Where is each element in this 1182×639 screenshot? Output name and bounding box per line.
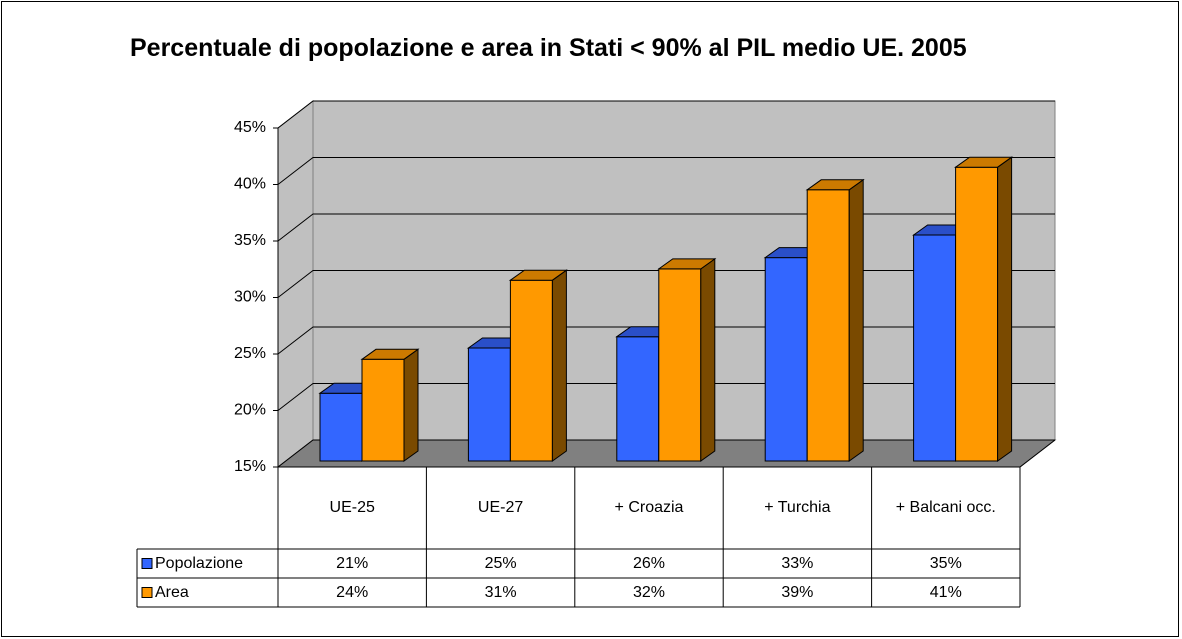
bar-side: [700, 257, 716, 462]
bar-front: [764, 257, 808, 462]
data-label: 32%: [632, 583, 665, 601]
bar-top: [954, 156, 1014, 168]
x-tick-label: + Turchia: [764, 499, 831, 516]
bar-front: [616, 336, 660, 462]
legend-label: Area: [155, 583, 189, 601]
data-label: 31%: [484, 583, 517, 601]
bar-top: [805, 179, 865, 191]
bar-front: [658, 268, 702, 462]
bar-top: [360, 348, 420, 360]
bar-front: [913, 234, 957, 462]
data-label: 39%: [781, 583, 814, 601]
x-tick-label: + Croazia: [614, 499, 684, 516]
data-label: 33%: [781, 554, 814, 572]
bar-side: [997, 156, 1013, 462]
y-tick-label: 35%: [234, 232, 266, 249]
bar: [805, 178, 865, 462]
bar: [657, 257, 717, 462]
bar-top: [657, 258, 717, 270]
y-tick-label: 40%: [234, 176, 266, 193]
grid-line: [277, 157, 1055, 185]
chart-title: Percentuale di popolazione e area in Sta…: [130, 34, 967, 62]
data-label: 35%: [929, 554, 962, 572]
legend-label: Popolazione: [155, 554, 244, 572]
y-tick-label: 45%: [234, 119, 266, 136]
bar-front: [509, 279, 553, 462]
bar-front: [319, 392, 363, 462]
grid-line: [277, 100, 1055, 129]
legend-swatch: [141, 587, 153, 598]
x-tick-label: UE-27: [477, 499, 524, 516]
y-tick-label: 30%: [234, 289, 266, 306]
y-tick-label: 20%: [234, 402, 266, 419]
data-label: 41%: [929, 583, 962, 601]
bar: [954, 156, 1014, 462]
data-label: 25%: [484, 554, 517, 572]
data-label: 26%: [632, 554, 665, 572]
y-tick-label: 15%: [234, 458, 266, 475]
x-tick-label: + Balcani occ.: [895, 499, 996, 516]
table-line: [1019, 439, 1056, 468]
bar-front: [467, 347, 511, 462]
data-label: 24%: [336, 583, 369, 601]
x-tick-label: UE-25: [329, 499, 375, 516]
bar-front: [806, 189, 850, 462]
bar-side: [403, 348, 419, 462]
bar-side: [848, 178, 864, 462]
bar-front: [361, 358, 405, 462]
bar-front: [955, 166, 999, 462]
y-tick-label: 25%: [234, 345, 266, 362]
bar-top: [508, 269, 568, 281]
data-label: 21%: [336, 554, 369, 572]
legend-swatch: [141, 558, 153, 569]
bar: [508, 269, 568, 462]
bar-side: [551, 269, 567, 462]
bar: [360, 348, 420, 462]
